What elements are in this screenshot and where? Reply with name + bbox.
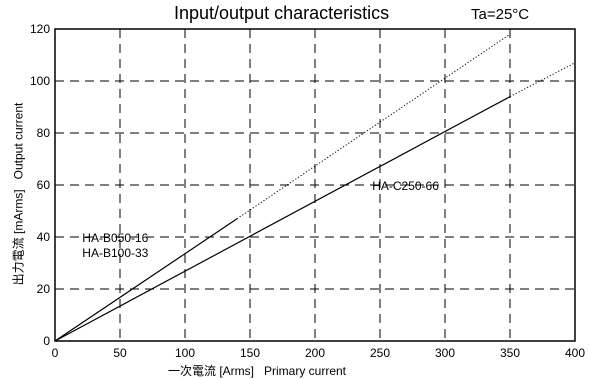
y-tick-label: 80 <box>37 126 51 140</box>
x-tick-label: 50 <box>113 346 127 360</box>
x-tick-label: 100 <box>175 346 195 360</box>
x-tick-label: 200 <box>305 346 325 360</box>
y-tick-label: 40 <box>37 230 51 244</box>
y-tick-label: 100 <box>30 74 50 88</box>
series-extrapolation-2 <box>510 63 575 97</box>
series-label-line: HA-B050-16 <box>82 231 148 245</box>
x-tick-label: 300 <box>435 346 455 360</box>
x-tick-label: 250 <box>370 346 390 360</box>
y-tick-label: 0 <box>43 334 50 348</box>
series-label-1: HA-B050-16 HA-B100-33 <box>82 231 148 260</box>
y-tick-label: 20 <box>37 282 51 296</box>
x-tick-label: 350 <box>500 346 520 360</box>
series-label-2: HA-C250-66 <box>372 179 439 193</box>
x-tick-label: 400 <box>565 346 585 360</box>
y-tick-label: 60 <box>37 178 51 192</box>
x-tick-label: 150 <box>240 346 260 360</box>
series-label-line: HA-B100-33 <box>82 246 148 260</box>
x-tick-label: 0 <box>52 346 59 360</box>
y-tick-label: 120 <box>30 22 50 36</box>
series-label-line: HA-C250-66 <box>372 179 439 193</box>
